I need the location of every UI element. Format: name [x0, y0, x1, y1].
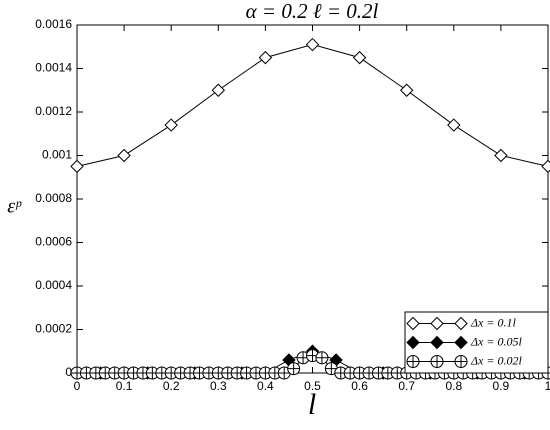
marker-shape	[325, 362, 338, 375]
marker	[406, 355, 420, 368]
marker-shape	[406, 316, 420, 331]
marker-shape	[117, 148, 131, 163]
x-tick-label: 0.8	[445, 379, 462, 393]
marker-shape	[287, 362, 300, 375]
marker	[70, 159, 84, 174]
marker	[381, 366, 395, 380]
marker	[258, 366, 272, 380]
marker	[164, 118, 178, 132]
marker-shape	[454, 335, 468, 350]
marker	[89, 366, 103, 380]
marker	[174, 366, 188, 380]
marker	[117, 366, 131, 380]
x-tick-label: 0.7	[398, 379, 415, 393]
marker	[305, 37, 320, 52]
marker	[430, 316, 444, 331]
x-axis-label: l	[308, 388, 316, 421]
marker	[454, 335, 468, 350]
marker	[406, 316, 420, 331]
marker	[334, 366, 348, 380]
marker	[258, 50, 273, 65]
y-axis-label: εᵖ	[7, 196, 22, 218]
marker	[240, 366, 254, 380]
marker-shape	[352, 50, 367, 65]
marker-shape	[278, 367, 291, 379]
marker	[183, 366, 197, 380]
x-tick-label: 0.3	[210, 379, 227, 393]
x-tick-label: 0.2	[163, 379, 180, 393]
marker-shape	[406, 335, 420, 350]
y-tick-label: 0.001	[42, 148, 72, 162]
marker	[324, 362, 338, 376]
y-tick-label: 0.0008	[35, 191, 72, 205]
x-tick-label: 1	[545, 379, 550, 393]
marker-shape	[494, 148, 508, 163]
marker	[447, 118, 461, 132]
x-tick-label: 0.6	[351, 379, 368, 393]
marker-shape	[305, 37, 320, 52]
marker	[454, 316, 468, 331]
marker	[211, 83, 226, 97]
marker	[287, 362, 301, 376]
marker	[454, 355, 468, 368]
marker-shape	[70, 159, 84, 174]
marker	[541, 159, 550, 174]
y-tick-label: 0.0004	[35, 278, 72, 292]
y-tick-label: 0.0002	[35, 322, 72, 336]
x-tick-label: 0.9	[493, 379, 510, 393]
marker-shape	[447, 118, 461, 132]
marker	[127, 366, 141, 380]
marker	[145, 366, 159, 380]
marker-shape	[258, 50, 273, 65]
marker-shape	[430, 335, 444, 350]
y-tick-label: 0	[65, 365, 72, 379]
legend-label: Δx = 0.02l	[470, 353, 522, 367]
marker	[117, 148, 131, 163]
legend-label: Δx = 0.1l	[470, 315, 516, 329]
y-tick-label: 0.0016	[35, 17, 72, 31]
marker-shape	[407, 355, 419, 368]
marker-shape	[541, 159, 550, 174]
marker-shape	[211, 83, 226, 97]
y-tick-label: 0.0006	[35, 235, 72, 249]
x-tick-label: 0.4	[257, 379, 274, 393]
marker-shape	[315, 351, 328, 364]
y-tick-label: 0.0014	[35, 61, 72, 75]
marker-shape	[164, 118, 178, 132]
marker-shape	[431, 355, 443, 368]
y-tick-label: 0.0012	[35, 104, 72, 118]
marker	[192, 366, 206, 380]
legend-label: Δx = 0.05l	[470, 334, 522, 348]
marker-shape	[454, 316, 468, 331]
marker-shape	[399, 83, 414, 97]
series-line	[76, 44, 549, 167]
marker	[430, 355, 444, 368]
marker	[494, 148, 508, 163]
marker-shape	[455, 355, 467, 368]
marker	[399, 83, 414, 97]
marker	[352, 50, 367, 65]
chart-title: α = 0.2 ℓ = 0.2l	[246, 0, 379, 23]
x-tick-label: 0	[74, 379, 81, 393]
marker	[221, 366, 235, 380]
marker-shape	[430, 316, 444, 331]
x-tick-label: 0.5	[304, 379, 321, 393]
marker	[406, 335, 420, 350]
marker	[315, 351, 329, 365]
marker	[430, 335, 444, 350]
marker	[249, 366, 263, 380]
x-tick-label: 0.1	[116, 379, 133, 393]
